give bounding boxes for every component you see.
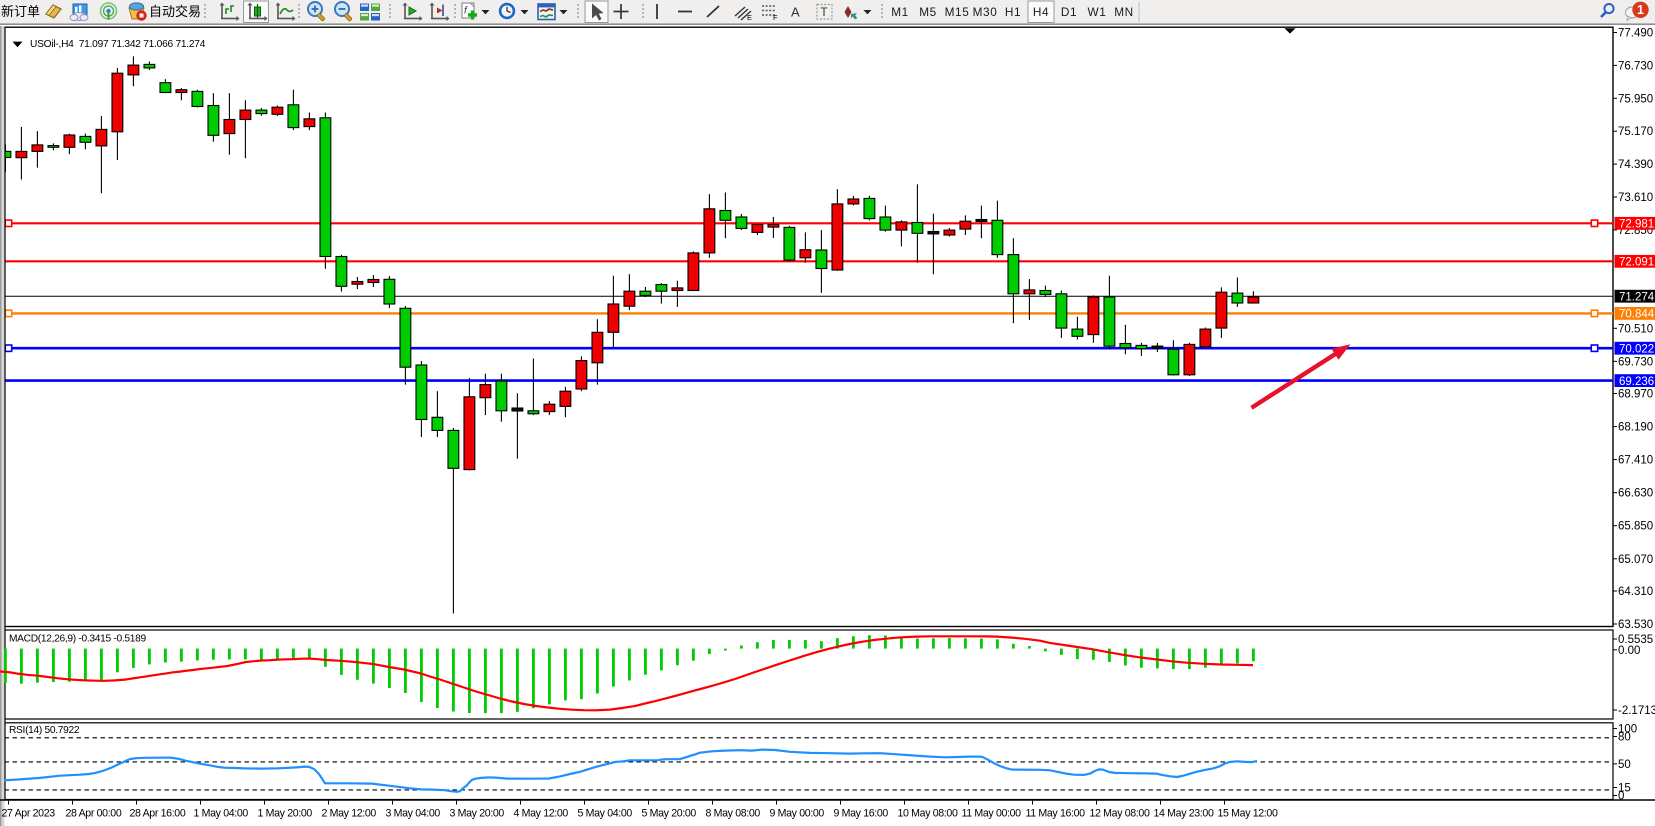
- svg-text:MN: MN: [1114, 5, 1134, 19]
- svg-text:0.00: 0.00: [1618, 645, 1640, 657]
- svg-text:9 May 16:00: 9 May 16:00: [834, 808, 889, 820]
- svg-text:8 May 08:00: 8 May 08:00: [706, 808, 761, 820]
- svg-text:2 May 12:00: 2 May 12:00: [322, 808, 377, 820]
- svg-text:4 May 12:00: 4 May 12:00: [514, 808, 569, 820]
- svg-text:D1: D1: [1061, 5, 1077, 19]
- svg-text:1 May 04:00: 1 May 04:00: [194, 808, 249, 820]
- svg-text:66.630: 66.630: [1618, 488, 1653, 500]
- svg-text:64.310: 64.310: [1618, 586, 1653, 598]
- svg-text:RSI(14) 50.7922: RSI(14) 50.7922: [9, 725, 80, 736]
- svg-text:H1: H1: [1005, 5, 1021, 19]
- svg-text:3 May 20:00: 3 May 20:00: [450, 808, 505, 820]
- svg-text:W1: W1: [1088, 5, 1107, 19]
- svg-text:15: 15: [1618, 783, 1631, 795]
- svg-text:新订单: 新订单: [1, 4, 40, 19]
- svg-text:14 May 23:00: 14 May 23:00: [1154, 808, 1214, 820]
- svg-text:1: 1: [1637, 3, 1644, 17]
- svg-text:M1: M1: [891, 5, 909, 19]
- svg-text:F: F: [773, 13, 778, 22]
- svg-text:f: f: [464, 6, 468, 17]
- svg-text:28 Apr 16:00: 28 Apr 16:00: [130, 808, 186, 820]
- svg-text:A: A: [791, 5, 800, 20]
- svg-text:72.091: 72.091: [1619, 257, 1654, 269]
- svg-text:10 May 08:00: 10 May 08:00: [898, 808, 958, 820]
- svg-text:70.510: 70.510: [1618, 323, 1653, 335]
- svg-text:1 May 20:00: 1 May 20:00: [258, 808, 313, 820]
- svg-text:12 May 08:00: 12 May 08:00: [1090, 808, 1150, 820]
- svg-text:67.410: 67.410: [1618, 455, 1653, 467]
- svg-text:70.844: 70.844: [1619, 309, 1655, 321]
- svg-text:M15: M15: [945, 5, 970, 19]
- svg-text:73.610: 73.610: [1618, 192, 1653, 204]
- svg-text:5 May 20:00: 5 May 20:00: [642, 808, 697, 820]
- svg-text:0.5535: 0.5535: [1618, 634, 1653, 646]
- svg-text:15 May 12:00: 15 May 12:00: [1218, 808, 1278, 820]
- svg-text:75.170: 75.170: [1618, 126, 1653, 138]
- svg-text:71.274: 71.274: [1619, 291, 1655, 303]
- svg-text:11 May 00:00: 11 May 00:00: [962, 808, 1022, 820]
- svg-text:MACD(12,26,9) -0.3415 -0.5189: MACD(12,26,9) -0.3415 -0.5189: [9, 634, 146, 645]
- svg-text:80: 80: [1618, 732, 1631, 744]
- svg-text:68.970: 68.970: [1618, 389, 1653, 401]
- svg-text:H4: H4: [1033, 5, 1049, 19]
- svg-text:65.850: 65.850: [1618, 521, 1653, 533]
- svg-text:自动交易: 自动交易: [149, 4, 201, 19]
- svg-text:65.070: 65.070: [1618, 554, 1653, 566]
- svg-text:M5: M5: [919, 5, 937, 19]
- svg-text:50: 50: [1618, 759, 1631, 771]
- svg-text:69.730: 69.730: [1618, 356, 1653, 368]
- svg-text:28 Apr 00:00: 28 Apr 00:00: [66, 808, 122, 820]
- svg-text:USOil-,H4 71.097 71.342 71.06: USOil-,H4 71.097 71.342 71.066 71.274: [30, 39, 206, 50]
- svg-text:76.730: 76.730: [1618, 60, 1653, 72]
- svg-text:9 May 00:00: 9 May 00:00: [770, 808, 825, 820]
- svg-text:-2.1713: -2.1713: [1618, 705, 1655, 717]
- svg-text:M30: M30: [973, 5, 998, 19]
- svg-text:75.950: 75.950: [1618, 93, 1653, 105]
- svg-text:72.981: 72.981: [1619, 219, 1654, 231]
- svg-text:77.490: 77.490: [1618, 28, 1653, 40]
- svg-text:T: T: [821, 7, 828, 19]
- svg-text:3 May 04:00: 3 May 04:00: [386, 808, 441, 820]
- svg-text:0: 0: [1618, 791, 1624, 803]
- svg-text:70.022: 70.022: [1619, 343, 1654, 355]
- svg-text:5 May 04:00: 5 May 04:00: [578, 808, 633, 820]
- svg-text:69.236: 69.236: [1619, 376, 1654, 388]
- svg-text:74.390: 74.390: [1618, 159, 1653, 171]
- svg-text:E: E: [747, 13, 752, 22]
- svg-text:63.530: 63.530: [1618, 619, 1653, 631]
- svg-text:100: 100: [1618, 724, 1637, 736]
- svg-text:11 May 16:00: 11 May 16:00: [1026, 808, 1086, 820]
- svg-text:68.190: 68.190: [1618, 422, 1653, 434]
- svg-text:27 Apr 2023: 27 Apr 2023: [2, 808, 56, 820]
